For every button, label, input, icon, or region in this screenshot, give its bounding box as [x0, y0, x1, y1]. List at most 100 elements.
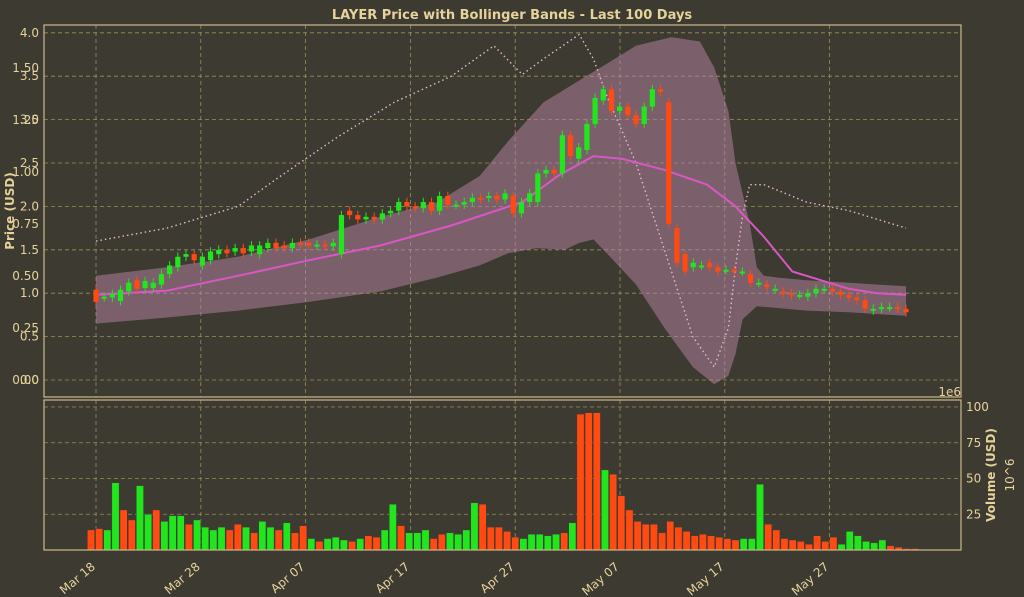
volume-bar: [250, 532, 258, 551]
candle-body: [625, 106, 631, 116]
candle-body: [477, 197, 484, 200]
candle-body: [903, 308, 909, 313]
candle-body: [567, 135, 574, 157]
candle-body: [240, 248, 246, 254]
volume-bar: [486, 526, 495, 551]
candle-body: [371, 216, 377, 220]
candle-body: [281, 245, 287, 249]
candle-body: [731, 269, 737, 272]
candle-body: [453, 204, 459, 207]
candle-body: [396, 202, 402, 211]
volume-bar: [160, 521, 169, 551]
volume-bar: [168, 515, 177, 551]
volume-bar: [201, 526, 210, 551]
price-tick-label: 1.5: [20, 243, 39, 257]
volume-bar: [568, 522, 577, 551]
price-ghost-tick-label: 0.00: [12, 373, 39, 387]
candle-body: [248, 245, 255, 252]
volume-bar: [788, 539, 797, 551]
volume-bar: [878, 539, 887, 551]
volume-bar: [796, 541, 805, 551]
volume-bar: [258, 521, 267, 551]
volume-bar: [682, 531, 691, 551]
candle-body: [502, 193, 508, 200]
volume-bar: [690, 535, 699, 551]
volume-bar: [283, 522, 291, 551]
volume-bar: [209, 529, 218, 551]
candle-body: [617, 106, 623, 111]
volume-bar: [356, 538, 365, 551]
candle-body: [117, 289, 124, 302]
candle-body: [608, 89, 615, 111]
volume-bar: [715, 536, 723, 551]
volume-bar: [625, 509, 634, 551]
candle-body: [412, 206, 418, 209]
candle-body: [666, 102, 672, 224]
candle-body: [158, 274, 165, 285]
volume-bar: [87, 529, 95, 551]
volume-bar: [731, 539, 740, 551]
volume-bar: [380, 529, 389, 551]
volume-bar: [723, 538, 732, 551]
candle-body: [265, 242, 271, 249]
volume-bar: [739, 538, 748, 551]
date-tick-label: May 27: [789, 560, 832, 597]
volume-bar: [299, 525, 307, 551]
volume-bar: [609, 474, 617, 551]
candle-body: [297, 242, 304, 245]
candle-body: [870, 308, 876, 311]
candle-body: [216, 249, 222, 255]
candle-body: [387, 210, 394, 214]
candle-body: [363, 216, 369, 220]
volume-bar: [764, 524, 772, 551]
candle-body: [289, 242, 295, 249]
volume-bar: [886, 545, 895, 551]
candle-body: [551, 169, 557, 174]
candle-body: [518, 202, 525, 214]
volume-bar: [152, 509, 161, 551]
volume-bar: [584, 412, 593, 551]
volume-bar: [478, 504, 487, 551]
candle-body: [887, 307, 893, 310]
candle-body: [126, 282, 132, 292]
volume-bar: [429, 538, 438, 551]
price-tick-label: 4.0: [20, 26, 39, 40]
price-tick-label: 2.0: [20, 199, 39, 213]
volume-bar: [193, 519, 201, 551]
date-tick-label: Apr 17: [373, 560, 413, 596]
volume-bar: [266, 526, 275, 551]
price-ghost-tick-label: 0.25: [12, 321, 39, 335]
volume-bar: [348, 541, 356, 551]
candle-body: [772, 288, 778, 291]
volume-bar: [780, 538, 789, 551]
date-tick-label: Mar 18: [57, 560, 98, 597]
volume-bar: [438, 534, 446, 551]
volume-tick-label: 100: [966, 400, 989, 414]
volume-bar: [699, 534, 707, 551]
volume-bar: [633, 521, 642, 551]
volume-bar: [658, 532, 666, 551]
candle-body: [797, 294, 803, 297]
volume-bar: [495, 526, 503, 551]
volume-bar: [470, 502, 479, 551]
candle-body: [330, 242, 336, 247]
price-ghost-tick-label: 1.00: [12, 165, 39, 179]
candle-body: [805, 293, 811, 297]
volume-bar: [144, 514, 152, 551]
candle-body: [878, 307, 885, 310]
candle-body: [813, 288, 819, 294]
candle-body: [527, 193, 533, 203]
volume-bar: [307, 538, 316, 551]
volume-bar: [862, 541, 870, 551]
candle-body: [707, 262, 713, 268]
candle-body: [322, 244, 328, 247]
price-tick-label: 2.5: [20, 156, 39, 170]
volume-bar: [446, 532, 454, 551]
price-tick-label: 1.0: [20, 286, 39, 300]
candle-body: [486, 195, 492, 198]
candle-body: [207, 251, 214, 261]
candle-body: [306, 242, 312, 246]
candle-body: [854, 297, 860, 301]
candle-body: [535, 173, 541, 203]
